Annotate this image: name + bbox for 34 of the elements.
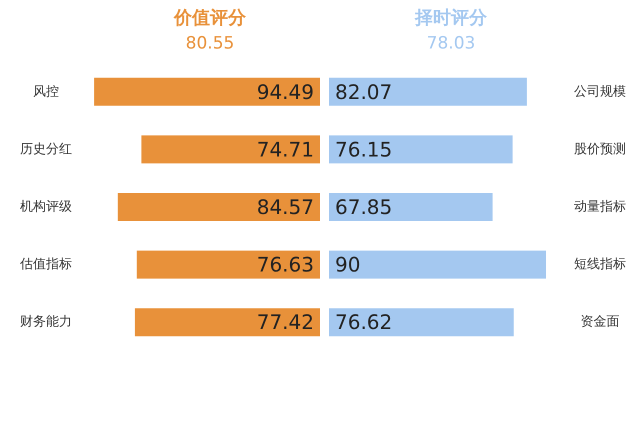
bar <box>329 78 527 106</box>
data-label: 90 <box>335 252 360 277</box>
y-tick-label: 机构评级 <box>20 200 72 214</box>
data-label: 76.62 <box>335 310 392 334</box>
bar <box>329 250 546 279</box>
bar <box>141 135 320 164</box>
y-tick-label: 估值指标 <box>19 257 72 272</box>
data-label: 76.63 <box>256 252 314 277</box>
bar <box>94 78 320 106</box>
bar <box>118 193 320 221</box>
chart-title: 价值评分 <box>173 8 247 28</box>
chart-subtitle: 80.55 <box>186 34 234 54</box>
data-label: 77.42 <box>256 310 314 334</box>
y-tick-label: 股价预测 <box>574 142 626 157</box>
bar <box>329 308 514 336</box>
data-label: 94.49 <box>256 80 314 104</box>
chart-title: 择时评分 <box>414 8 488 28</box>
data-label: 82.07 <box>335 80 392 104</box>
data-label: 84.57 <box>256 195 314 219</box>
data-label: 67.85 <box>335 195 392 219</box>
y-tick-label: 资金面 <box>580 314 620 330</box>
bar <box>134 308 320 336</box>
bar <box>329 135 513 164</box>
y-tick-label: 动量指标 <box>574 200 626 214</box>
y-tick-label: 短线指标 <box>574 257 626 272</box>
data-label: 76.15 <box>335 137 392 162</box>
data-label: 74.71 <box>256 137 314 162</box>
y-tick-label: 公司规模 <box>574 84 626 100</box>
bar <box>329 193 493 221</box>
y-tick-label: 财务能力 <box>20 314 72 330</box>
bar <box>136 250 320 279</box>
chart-subtitle: 78.03 <box>426 34 476 54</box>
y-tick-label: 风控 <box>33 84 59 100</box>
y-tick-label: 历史分红 <box>20 142 72 157</box>
